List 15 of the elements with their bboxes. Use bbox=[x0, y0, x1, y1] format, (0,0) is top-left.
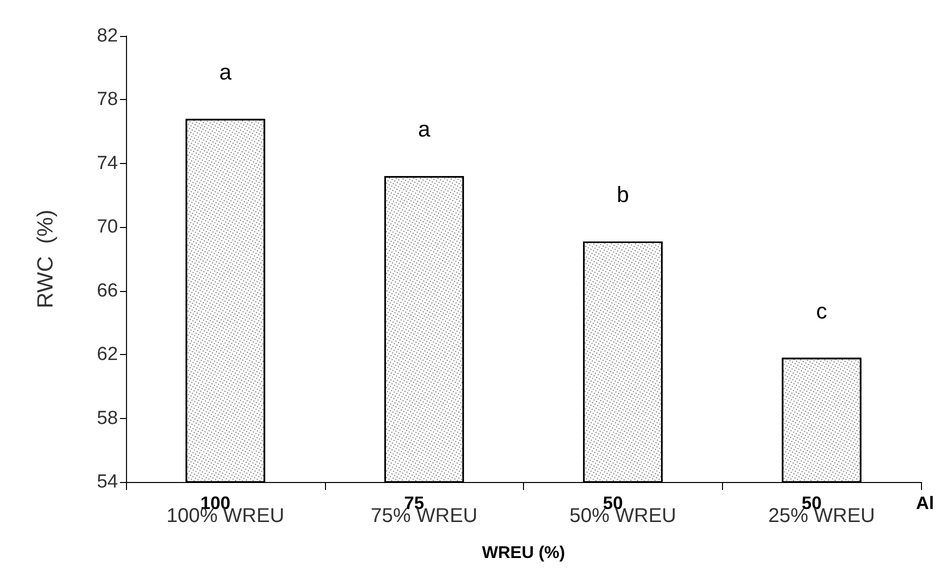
y-tick-label: 62 bbox=[96, 344, 118, 366]
y-axis-title: RWC (%) bbox=[32, 210, 58, 308]
data-label: b bbox=[616, 182, 629, 207]
data-label: a bbox=[418, 116, 431, 142]
y-tick-label: 78 bbox=[96, 89, 118, 110]
y-tick-label: 66 bbox=[96, 280, 118, 302]
x-axis-title: WREU (%) bbox=[482, 543, 566, 562]
y-tick-label: 70 bbox=[96, 216, 118, 238]
data-label: c bbox=[816, 298, 828, 324]
y-tick-label: 74 bbox=[96, 152, 118, 174]
y-tick-label: 54 bbox=[96, 472, 118, 492]
text: Al bbox=[916, 493, 934, 513]
data-label: a bbox=[219, 59, 232, 84]
y-tick-label: 58 bbox=[96, 408, 118, 429]
y-tick-label: 82 bbox=[96, 26, 118, 46]
